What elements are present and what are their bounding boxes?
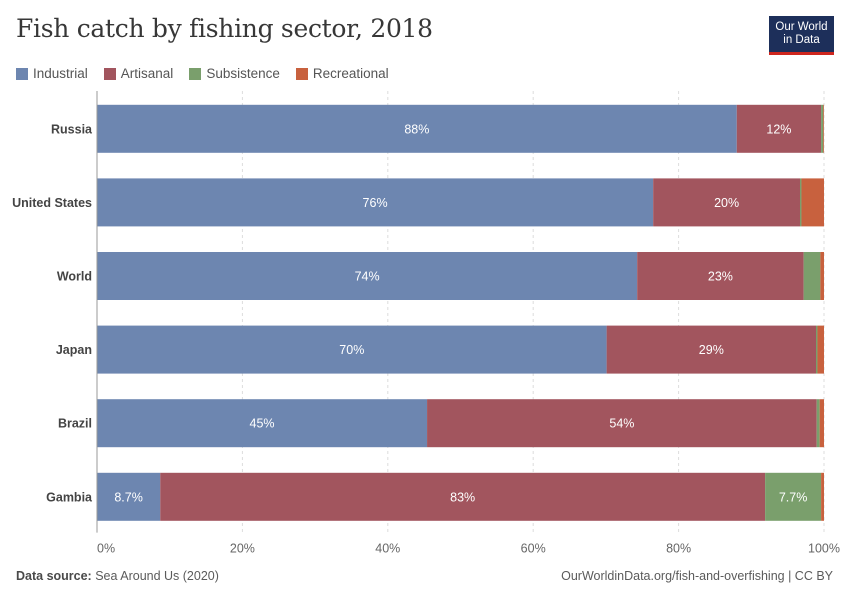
data-label: 20%: [714, 196, 739, 210]
bar-segment-recreational[interactable]: [820, 252, 824, 300]
bar-segment-artisanal[interactable]: [427, 399, 817, 448]
bar-segment-recreational[interactable]: [823, 104, 824, 153]
legend-item-subsistence[interactable]: Subsistence: [189, 66, 280, 81]
bar-segment-recreational[interactable]: [817, 325, 824, 374]
data-label: 74%: [355, 270, 380, 284]
bar-segment-recreational[interactable]: [821, 472, 824, 521]
bar-segment-artisanal[interactable]: [653, 178, 801, 227]
bar-segment-subsistence[interactable]: [816, 399, 820, 448]
category-label: Gambia: [46, 490, 93, 504]
data-label: 7.7%: [779, 490, 808, 504]
legend-label-subsistence: Subsistence: [206, 66, 280, 81]
legend-item-recreational[interactable]: Recreational: [295, 66, 389, 81]
legend-item-industrial[interactable]: Industrial: [16, 66, 88, 81]
bar-segment-subsistence[interactable]: [816, 325, 818, 374]
category-label: World: [57, 270, 92, 284]
bar-segment-subsistence[interactable]: [765, 472, 822, 521]
legend-swatch-artisanal: [103, 67, 116, 80]
source-label: Data source:: [16, 569, 92, 583]
data-label: 29%: [699, 343, 724, 357]
legend-swatch-industrial: [16, 67, 28, 80]
bar-segment-industrial[interactable]: [97, 399, 428, 448]
data-label: 23%: [708, 270, 733, 284]
bar-segment-industrial[interactable]: [97, 178, 654, 227]
data-label: 76%: [363, 196, 388, 210]
category-label: Brazil: [58, 417, 92, 431]
bar-segment-artisanal[interactable]: [736, 104, 822, 153]
category-label: Japan: [56, 343, 92, 357]
legend-item-artisanal[interactable]: Artisanal: [103, 66, 174, 81]
legend-label-recreational: Recreational: [312, 66, 389, 81]
data-label: 8.7%: [114, 490, 143, 504]
x-tick-label: 80%: [666, 542, 691, 556]
x-tick-label: 100%: [808, 542, 840, 556]
x-tick-label: 40%: [375, 542, 400, 556]
logo-line-2: in Data: [783, 34, 820, 46]
category-label: Russia: [51, 122, 93, 136]
legend-label-industrial: Industrial: [33, 66, 88, 81]
bar-segment-recreational[interactable]: [819, 399, 824, 448]
data-label: 88%: [404, 122, 429, 136]
bar-segment-industrial[interactable]: [97, 252, 638, 300]
bar-segment-industrial[interactable]: [97, 472, 161, 521]
x-tick-label: 60%: [521, 542, 546, 556]
source-text[interactable]: Sea Around Us (2020): [95, 569, 219, 583]
data-label: 12%: [766, 122, 791, 136]
data-label: 83%: [450, 490, 475, 504]
bar-segment-subsistence[interactable]: [821, 104, 824, 153]
logo-line-1: Our World: [775, 21, 828, 33]
legend-swatch-recreational: [295, 67, 308, 80]
x-tick-label: 20%: [230, 542, 255, 556]
data-label: 70%: [339, 343, 364, 357]
bar-segment-subsistence[interactable]: [800, 178, 802, 227]
legend-label-artisanal: Artisanal: [120, 66, 174, 81]
category-label: United States: [12, 196, 92, 210]
bar-segment-artisanal[interactable]: [160, 472, 766, 521]
bar-segment-recreational[interactable]: [801, 178, 824, 227]
owid-logo[interactable]: Our World in Data: [769, 16, 834, 55]
bar-segment-industrial[interactable]: [97, 104, 737, 153]
legend: Industrial Artisanal Subsistence Recreat…: [16, 66, 405, 81]
bar-segment-industrial[interactable]: [97, 325, 607, 374]
footer-source: Data source: Sea Around Us (2020): [16, 569, 219, 583]
bar-segment-artisanal[interactable]: [637, 252, 804, 300]
footer-url[interactable]: OurWorldinData.org/fish-and-overfishing …: [561, 569, 833, 583]
data-label: 45%: [250, 417, 275, 431]
x-tick-label: 0%: [97, 542, 115, 556]
bar-segment-artisanal[interactable]: [606, 325, 817, 374]
data-label: 54%: [609, 417, 634, 431]
bar-segment-subsistence[interactable]: [803, 252, 821, 300]
chart-title: Fish catch by fishing sector, 2018: [16, 14, 433, 43]
legend-swatch-subsistence: [189, 67, 202, 80]
